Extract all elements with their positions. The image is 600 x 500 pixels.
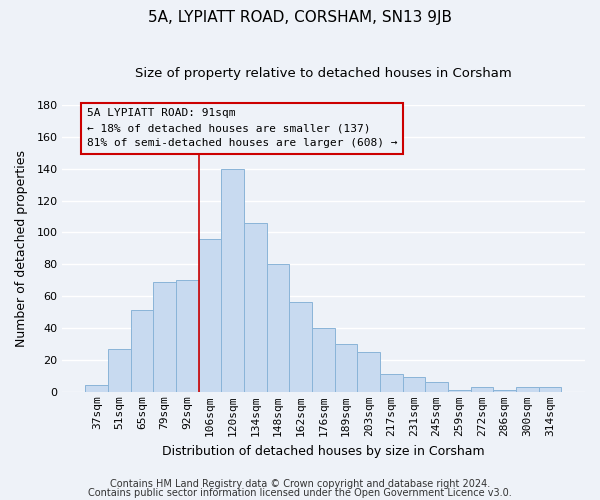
Bar — [154, 282, 176, 392]
Bar — [176, 280, 199, 392]
Bar — [357, 352, 380, 392]
Bar — [516, 386, 539, 392]
Text: 5A, LYPIATT ROAD, CORSHAM, SN13 9JB: 5A, LYPIATT ROAD, CORSHAM, SN13 9JB — [148, 10, 452, 25]
X-axis label: Distribution of detached houses by size in Corsham: Distribution of detached houses by size … — [162, 444, 485, 458]
Bar — [131, 310, 154, 392]
Bar — [108, 348, 131, 392]
Bar — [199, 239, 221, 392]
Bar — [470, 386, 493, 392]
Text: 5A LYPIATT ROAD: 91sqm
← 18% of detached houses are smaller (137)
81% of semi-de: 5A LYPIATT ROAD: 91sqm ← 18% of detached… — [86, 108, 397, 148]
Bar — [289, 302, 312, 392]
Bar — [493, 390, 516, 392]
Bar — [539, 386, 561, 392]
Text: Contains public sector information licensed under the Open Government Licence v3: Contains public sector information licen… — [88, 488, 512, 498]
Bar — [266, 264, 289, 392]
Bar — [335, 344, 357, 392]
Bar — [244, 223, 266, 392]
Bar — [425, 382, 448, 392]
Text: Contains HM Land Registry data © Crown copyright and database right 2024.: Contains HM Land Registry data © Crown c… — [110, 479, 490, 489]
Bar — [380, 374, 403, 392]
Bar — [221, 169, 244, 392]
Title: Size of property relative to detached houses in Corsham: Size of property relative to detached ho… — [135, 68, 512, 80]
Y-axis label: Number of detached properties: Number of detached properties — [15, 150, 28, 347]
Bar — [403, 377, 425, 392]
Bar — [85, 385, 108, 392]
Bar — [448, 390, 470, 392]
Bar — [312, 328, 335, 392]
